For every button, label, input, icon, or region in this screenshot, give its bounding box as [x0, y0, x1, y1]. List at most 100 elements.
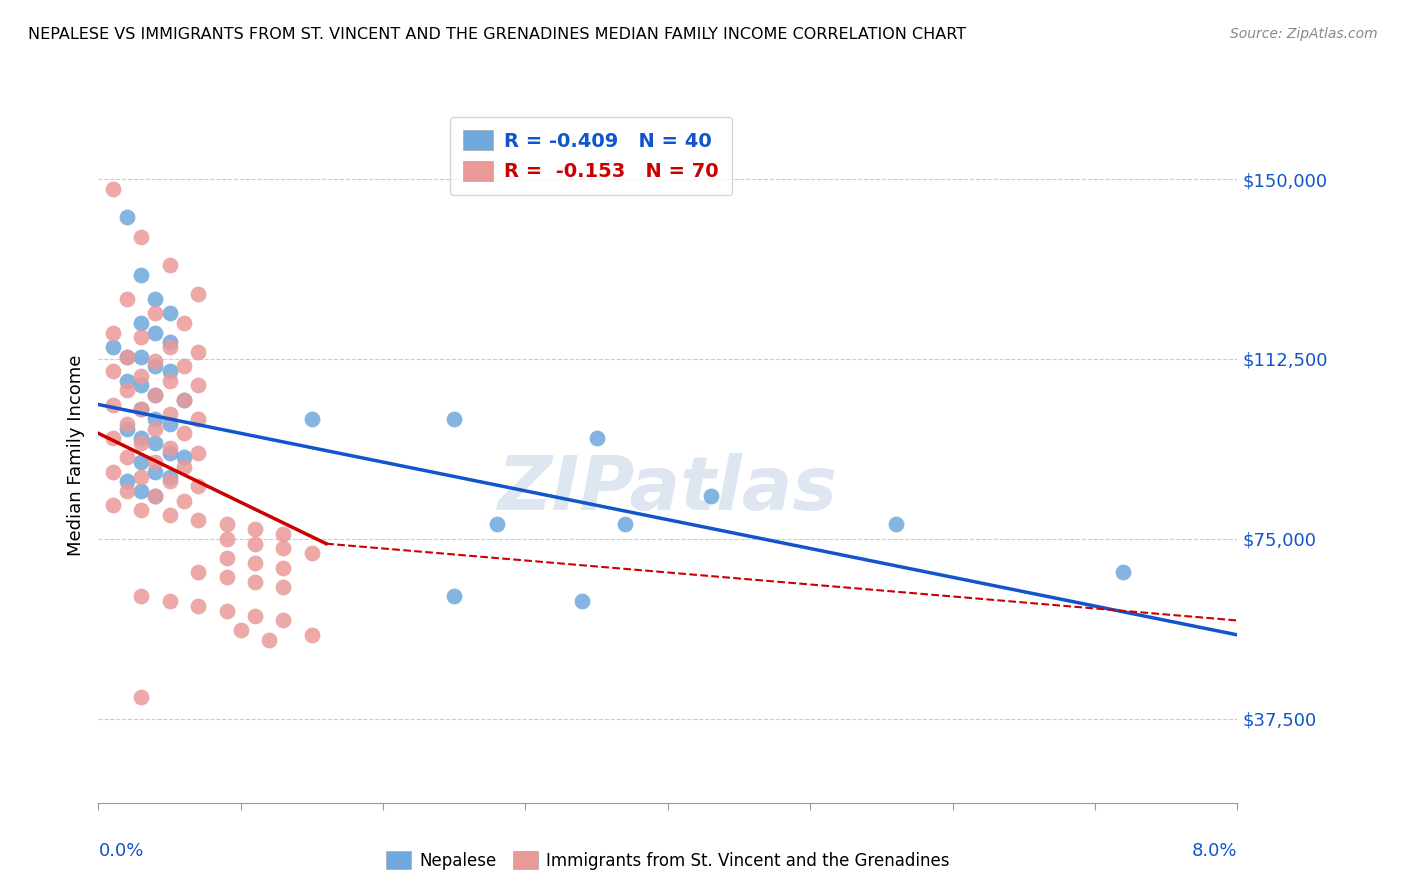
Point — [101, 398, 124, 412]
Point — [115, 483, 138, 498]
Point — [229, 623, 252, 637]
Point — [159, 441, 181, 455]
Point — [115, 350, 138, 364]
Point — [129, 268, 152, 282]
Point — [145, 421, 167, 435]
Point — [187, 412, 209, 426]
Point — [101, 181, 124, 195]
Point — [187, 287, 209, 301]
Point — [129, 455, 152, 469]
Y-axis label: Median Family Income: Median Family Income — [66, 354, 84, 556]
Point — [243, 575, 266, 590]
Point — [129, 330, 152, 344]
Point — [159, 475, 181, 489]
Point — [173, 316, 195, 330]
Point — [129, 436, 152, 450]
Point — [145, 388, 167, 402]
Point — [115, 350, 138, 364]
Point — [115, 421, 138, 435]
Point — [115, 383, 138, 397]
Point — [215, 551, 238, 566]
Point — [187, 513, 209, 527]
Point — [129, 590, 152, 604]
Point — [129, 402, 152, 417]
Point — [129, 350, 152, 364]
Point — [129, 368, 152, 383]
Point — [243, 608, 266, 623]
Point — [173, 493, 195, 508]
Point — [115, 374, 138, 388]
Point — [243, 522, 266, 536]
Point — [115, 450, 138, 465]
Text: Source: ZipAtlas.com: Source: ZipAtlas.com — [1230, 27, 1378, 41]
Point — [101, 431, 124, 445]
Point — [145, 292, 167, 306]
Point — [159, 340, 181, 354]
Point — [159, 306, 181, 320]
Point — [145, 436, 167, 450]
Text: ZIPatlas: ZIPatlas — [498, 453, 838, 526]
Point — [129, 431, 152, 445]
Point — [159, 508, 181, 522]
Point — [173, 359, 195, 373]
Point — [301, 546, 323, 560]
Point — [443, 590, 465, 604]
Point — [145, 306, 167, 320]
Point — [243, 537, 266, 551]
Point — [173, 450, 195, 465]
Point — [129, 690, 152, 705]
Point — [187, 479, 209, 493]
Point — [129, 402, 152, 417]
Point — [159, 594, 181, 608]
Point — [159, 374, 181, 388]
Point — [187, 599, 209, 613]
Point — [1112, 566, 1135, 580]
Point — [145, 489, 167, 503]
Point — [273, 527, 295, 541]
Point — [145, 455, 167, 469]
Point — [115, 417, 138, 431]
Point — [215, 532, 238, 546]
Point — [159, 335, 181, 350]
Point — [443, 412, 465, 426]
Point — [159, 407, 181, 421]
Point — [259, 632, 281, 647]
Text: NEPALESE VS IMMIGRANTS FROM ST. VINCENT AND THE GRENADINES MEDIAN FAMILY INCOME : NEPALESE VS IMMIGRANTS FROM ST. VINCENT … — [28, 27, 966, 42]
Point — [129, 503, 152, 517]
Point — [145, 388, 167, 402]
Point — [187, 378, 209, 392]
Point — [115, 475, 138, 489]
Point — [159, 364, 181, 378]
Point — [571, 594, 593, 608]
Point — [273, 541, 295, 556]
Point — [145, 412, 167, 426]
Text: 8.0%: 8.0% — [1192, 842, 1237, 860]
Point — [129, 316, 152, 330]
Point — [699, 489, 721, 503]
Point — [301, 628, 323, 642]
Point — [101, 498, 124, 512]
Point — [145, 326, 167, 340]
Point — [101, 340, 124, 354]
Point — [884, 517, 907, 532]
Point — [159, 259, 181, 273]
Point — [159, 469, 181, 483]
Point — [145, 354, 167, 368]
Point — [273, 614, 295, 628]
Legend: Nepalese, Immigrants from St. Vincent and the Grenadines: Nepalese, Immigrants from St. Vincent an… — [377, 843, 959, 878]
Point — [486, 517, 509, 532]
Point — [173, 426, 195, 441]
Point — [115, 211, 138, 225]
Point — [145, 359, 167, 373]
Point — [159, 417, 181, 431]
Text: 0.0%: 0.0% — [98, 842, 143, 860]
Point — [129, 229, 152, 244]
Point — [301, 412, 323, 426]
Point — [173, 392, 195, 407]
Point — [187, 566, 209, 580]
Point — [215, 604, 238, 618]
Point — [215, 517, 238, 532]
Point — [173, 459, 195, 474]
Point — [585, 431, 607, 445]
Point — [173, 392, 195, 407]
